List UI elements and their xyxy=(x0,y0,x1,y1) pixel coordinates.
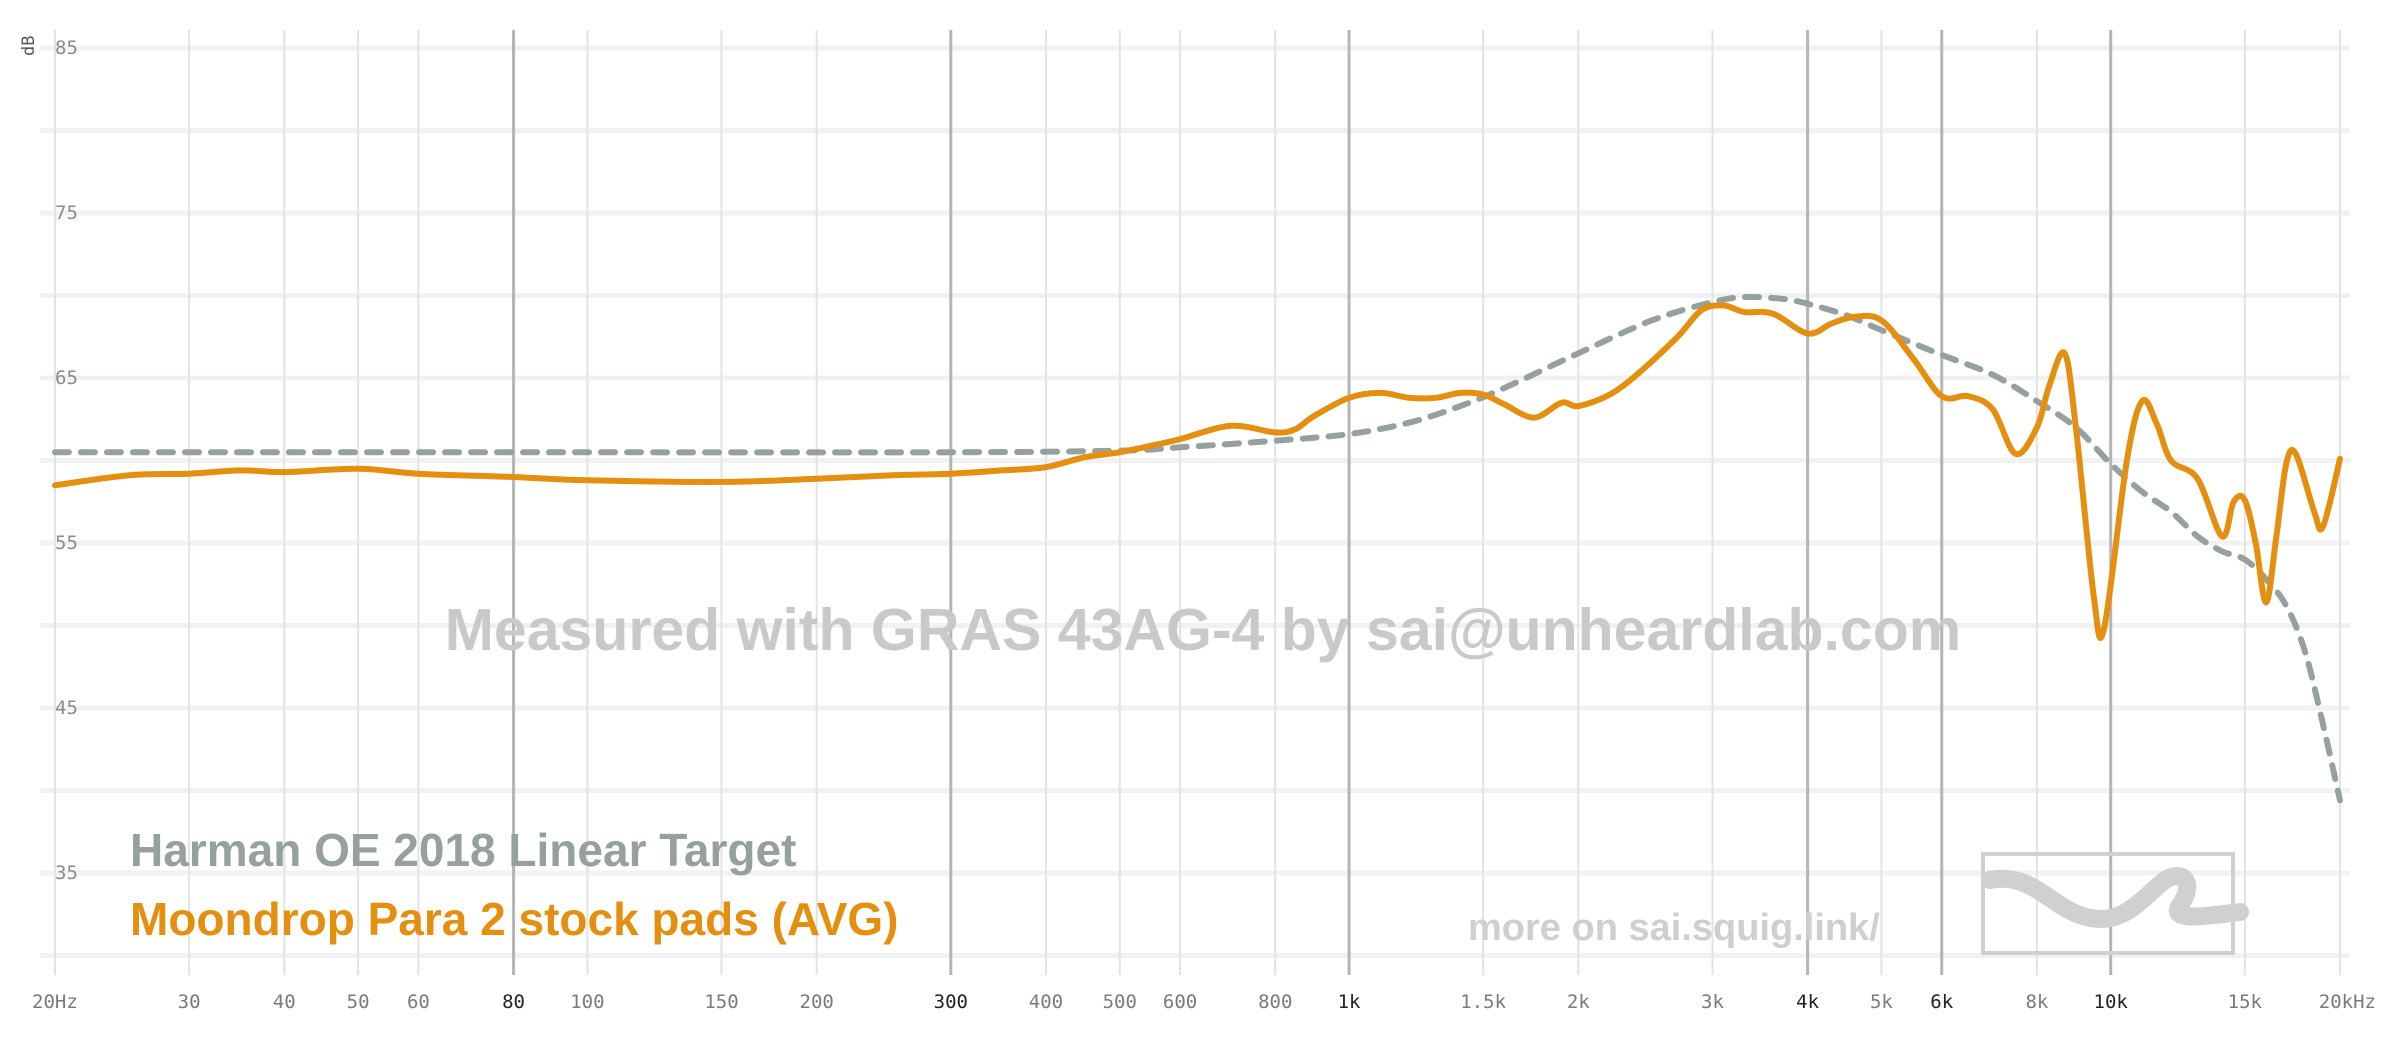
x-tick-label: 6k xyxy=(1930,991,1953,1013)
x-tick-label: 8k xyxy=(2025,991,2048,1013)
x-tick-label: 80 xyxy=(502,991,525,1013)
x-axis-labels: 20Hz 30 40 50 60 80 100 150 200 300 400 500 600 800 1k… xyxy=(32,991,2376,1013)
site-link-text[interactable]: more on sai.squig.link/ xyxy=(1468,907,1880,949)
y-tick-label: 35 xyxy=(55,862,78,884)
x-tick-label: 15k xyxy=(2228,991,2263,1013)
squiglink-logo-icon xyxy=(1981,852,2249,955)
y-tick-label: 85 xyxy=(55,37,78,59)
measurement-watermark: Measured with GRAS 43AG-4 by sai@unheard… xyxy=(445,597,1962,663)
x-tick-label: 60 xyxy=(407,991,430,1013)
x-tick-label: 400 xyxy=(1029,991,1063,1013)
x-tick-label: 600 xyxy=(1163,991,1197,1013)
y-tick-label: 65 xyxy=(55,367,78,389)
x-tick-label: 30 xyxy=(178,991,201,1013)
legend-entry: Harman OE 2018 Linear Target xyxy=(130,824,796,876)
legend: Harman OE 2018 Linear Target Moondrop Par… xyxy=(130,824,898,945)
x-tick-label: 500 xyxy=(1103,991,1137,1013)
y-tick-label: 55 xyxy=(55,532,78,554)
vertical-gridlines xyxy=(54,30,2341,975)
x-tick-label: 20kHz xyxy=(2319,991,2376,1013)
x-tick-label: 200 xyxy=(800,991,834,1013)
x-tick-label: 100 xyxy=(570,991,604,1013)
x-tick-label: 2k xyxy=(1567,991,1590,1013)
target-curve-line xyxy=(52,293,2343,804)
measurement-curve-line xyxy=(52,302,2343,641)
y-axis-labels: 85 75 65 55 45 35 xyxy=(55,37,78,884)
x-tick-label: 40 xyxy=(273,991,296,1013)
x-tick-label: 3k xyxy=(1701,991,1724,1013)
x-tick-label: 150 xyxy=(704,991,738,1013)
horizontal-gridlines xyxy=(40,45,2350,958)
y-tick-label: 75 xyxy=(55,202,78,224)
x-tick-label: 20Hz xyxy=(32,991,78,1013)
y-unit-label: dB xyxy=(19,36,39,56)
x-tick-label: 800 xyxy=(1258,991,1292,1013)
x-tick-label: 50 xyxy=(347,991,370,1013)
y-tick-label: 45 xyxy=(55,697,78,719)
x-tick-label: 4k xyxy=(1796,991,1819,1013)
x-tick-label: 1k xyxy=(1338,991,1361,1013)
legend-entry: Moondrop Para 2 stock pads (AVG) xyxy=(130,893,898,945)
x-tick-label: 300 xyxy=(934,991,968,1013)
x-tick-label: 10k xyxy=(2094,991,2129,1013)
series-layer xyxy=(52,293,2343,804)
x-tick-label: 1.5k xyxy=(1460,991,1506,1013)
x-tick-label: 5k xyxy=(1870,991,1893,1013)
